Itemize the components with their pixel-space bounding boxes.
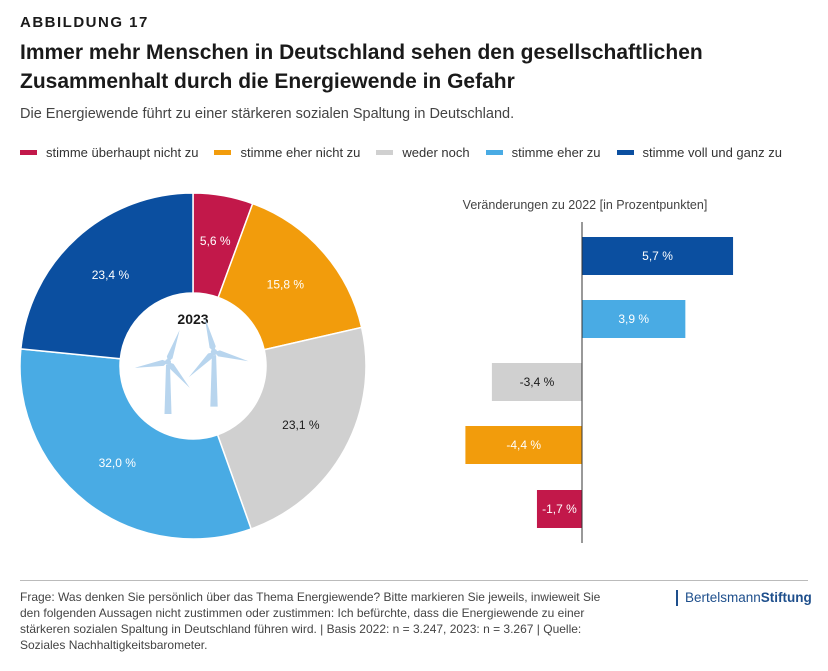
legend-swatch [485,150,503,155]
pie-slice-label: 23,1 % [282,418,320,432]
pie-slice [20,192,194,360]
legend-label: stimme überhaupt nicht zu [46,145,199,160]
chart-subtitle: Die Energiewende führt zu einer stärkere… [20,106,515,122]
pie-slice [217,202,363,351]
legend-label: stimme eher zu [511,145,601,160]
pie-slice [216,326,367,530]
bertelsmann-logo: BertelsmannStiftung [676,590,812,606]
figure-label: ABBILDUNG 17 [20,14,149,31]
footnote: Frage: Was denken Sie persönlich über da… [20,590,601,652]
bar [491,363,582,401]
wind-turbine-icon [188,317,249,407]
footer-divider [20,580,808,581]
pie-slice-label: 15,8 % [267,278,305,292]
legend-swatch [616,150,634,155]
chart-canvas: 5,6 % 15,8 % 23,1 % 32,0 % 23,4 % 2023 Verände… [19,192,734,543]
legend-item: stimme eher nicht zu [214,145,360,160]
bar-value-label: 5,7 % [642,249,673,263]
bar-value-label: -3,4 % [520,375,555,389]
legend-label: stimme eher nicht zu [240,145,361,160]
legend-item: stimme überhaupt nicht zu [20,145,198,160]
chart-title: Immer mehr Menschen in Deutschland sehen… [20,41,703,93]
legend-swatch [376,150,394,155]
pie-slice [19,348,253,540]
bar [465,426,582,464]
legend: stimme überhaupt nicht zu stimme eher nic… [20,145,798,160]
bar [582,300,686,338]
legend-item: stimme eher zu [485,145,601,160]
legend-swatch [214,150,232,155]
pie-center-label: 2023 [177,311,208,327]
bar-value-label: -4,4 % [506,438,541,452]
bar-value-label: 3,9 % [618,312,649,326]
legend-label: stimme voll und ganz zu [642,145,782,160]
bar [582,237,734,275]
bar-chart-title: Veränderungen zu 2022 [in Prozentpunkten… [463,198,708,212]
pie-slice-label: 5,6 % [200,234,231,248]
bar-value-label: -1,7 % [542,502,577,516]
legend-label: weder noch [402,145,470,160]
legend-swatch [20,150,37,155]
wind-turbine-icon [134,330,190,414]
bar [536,490,582,528]
legend-item: stimme voll und ganz zu [616,145,782,160]
pie-slice-label: 23,4 % [92,268,130,282]
pie-slice-label: 32,0 % [99,456,137,470]
legend-item: weder noch [376,145,470,160]
